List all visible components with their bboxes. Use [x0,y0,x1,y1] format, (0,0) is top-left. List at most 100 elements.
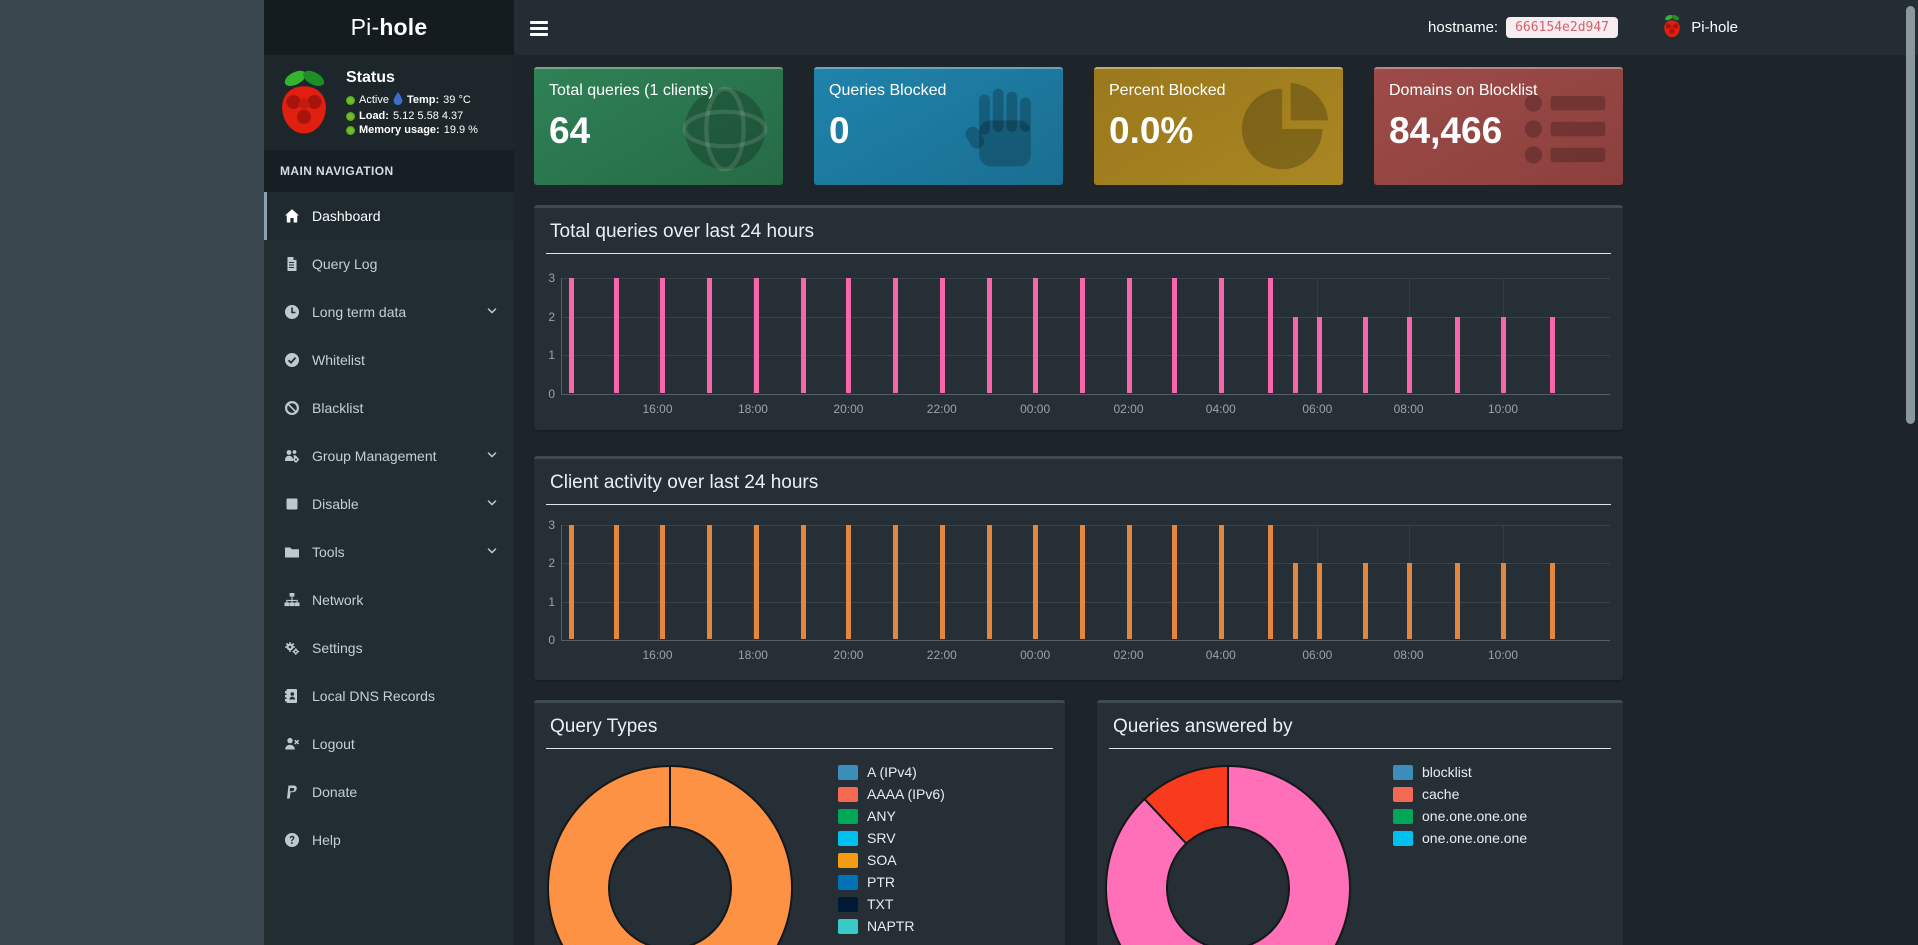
panel-title: Queries answered by [1113,716,1293,737]
bar [846,278,852,393]
hostname-block: hostname: 666154e2d947 [1428,0,1618,55]
y-axis-tick: 3 [548,271,555,285]
bar [892,525,898,639]
bar [1317,316,1323,393]
sidebar-item-donate[interactable]: Donate [264,768,514,816]
bar [1362,316,1368,393]
query-types-donut-chart[interactable] [547,765,793,945]
legend-swatch [838,764,858,780]
file-icon [283,256,300,273]
y-axis-tick: 3 [548,518,555,532]
panel-title: Client activity over last 24 hours [550,472,819,493]
sidebar-item-dashboard[interactable]: Dashboard [264,192,514,240]
sidebar-item-logout[interactable]: Logout [264,720,514,768]
total-queries-chart[interactable]: 0 1 2 3 16:00 18:00 20:00 22:00 00:00 02:00 04:00 0… [548,271,1610,416]
gears-icon [283,640,300,657]
sidebar-item-label: Blacklist [312,400,364,416]
x-axis-tick: 02:00 [1113,402,1144,416]
question-circle-icon [283,832,300,849]
divider [546,253,1611,254]
droplet-icon [393,92,403,108]
sidebar-item-label: Disable [312,496,359,512]
legend-item[interactable]: PTR [838,871,945,893]
summary-card-domains-on-blocklist[interactable]: Domains on Blocklist 84,466 [1374,67,1623,185]
y-axis-line [561,278,562,394]
sidebar-item-network[interactable]: Network [264,576,514,624]
x-axis-tick: 00:00 [1020,648,1051,662]
card-title: Percent Blocked [1109,82,1226,99]
bar [1501,563,1506,639]
sidebar-item-blacklist[interactable]: Blacklist [264,384,514,432]
status-row-active: Active Temp: 39 °C [346,92,478,108]
x-axis-tick: 04:00 [1205,402,1236,416]
x-axis-tick: 06:00 [1302,402,1333,416]
status-panel: Status Active Temp: 39 °C Load: 5.12 5.5… [264,55,514,150]
legend-item[interactable]: SRV [838,827,945,849]
legend-label: NAPTR [867,918,915,934]
summary-card-total-queries-1-clients-[interactable]: Total queries (1 clients) 64 [534,67,783,185]
status-active-label: Active [359,94,389,106]
sidebar-item-group-management[interactable]: Group Management [264,432,514,480]
bar [613,525,619,639]
sidebar-item-disable[interactable]: Disable [264,480,514,528]
gridline [561,640,1610,641]
x-axis-tick: 20:00 [833,402,864,416]
gridline [561,278,1610,279]
raspberry-icon [276,67,334,137]
legend-swatch [1393,830,1413,846]
legend-item[interactable]: A (IPv4) [838,761,945,783]
x-axis-tick: 00:00 [1020,402,1051,416]
sidebar-item-tools[interactable]: Tools [264,528,514,576]
queries-answered-donut-chart[interactable] [1105,765,1351,945]
summary-card-queries-blocked[interactable]: Queries Blocked 0 [814,67,1063,185]
bar [1293,316,1299,393]
card-title: Total queries (1 clients) [549,82,714,99]
bar [1218,278,1224,393]
sidebar-item-local-dns-records[interactable]: Local DNS Records [264,672,514,720]
legend-item[interactable]: ANY [838,805,945,827]
legend-label: SRV [867,830,896,846]
bar [1293,563,1299,639]
gridline [561,563,1610,565]
sidebar-item-long-term-data[interactable]: Long term data [264,288,514,336]
legend-item[interactable]: TXT [838,893,945,915]
legend-swatch [1393,786,1413,802]
status-dot-icon [346,111,355,121]
sidebar-item-label: Dashboard [312,208,381,224]
hand-icon [959,83,1051,175]
memory-label: Memory usage: [359,124,440,136]
panel-query-types: Query Types A (IPv4) AAAA (IPv6) ANY SRV SOA… [534,700,1065,945]
bar [846,525,852,639]
legend-item[interactable]: cache [1393,783,1527,805]
check-circle-icon [283,352,300,369]
sidebar-item-whitelist[interactable]: Whitelist [264,336,514,384]
client-activity-chart[interactable]: 0 1 2 3 16:00 18:00 20:00 22:00 00:00 02:00 04:00 0… [548,518,1610,662]
temp-value: 39 °C [443,94,471,106]
legend-item[interactable]: one.one.one.one [1393,827,1527,849]
bars-icon [530,32,548,36]
x-axis-tick: 06:00 [1302,648,1333,662]
sidebar-toggle-button[interactable] [522,12,556,44]
legend-item[interactable]: SOA [838,849,945,871]
scrollbar-thumb[interactable] [1906,6,1915,424]
legend-item[interactable]: blocklist [1393,761,1527,783]
user-times-icon [283,736,300,753]
sidebar-item-query-log[interactable]: Query Log [264,240,514,288]
legend-item[interactable]: one.one.one.one [1393,805,1527,827]
sidebar-item-settings[interactable]: Settings [264,624,514,672]
topbar-brand[interactable]: Pi-hole [1662,0,1738,55]
home-icon [283,208,300,225]
brand-suffix: hole [379,14,428,40]
query-types-legend: A (IPv4) AAAA (IPv6) ANY SRV SOA PTR TXT NAPTR [838,761,945,937]
sidebar-item-help[interactable]: Help [264,816,514,864]
legend-swatch [838,896,858,912]
legend-item[interactable]: NAPTR [838,915,945,937]
bar [1550,316,1556,393]
summary-card-percent-blocked[interactable]: Percent Blocked 0.0% [1094,67,1343,185]
panel-queries-answered-by: Queries answered by blocklist cache one.on… [1097,700,1623,945]
gridline [657,525,659,640]
sidebar-brand[interactable]: Pi-hole [264,0,514,55]
bar [939,278,945,393]
legend-item[interactable]: AAAA (IPv6) [838,783,945,805]
gridline [561,525,1610,526]
